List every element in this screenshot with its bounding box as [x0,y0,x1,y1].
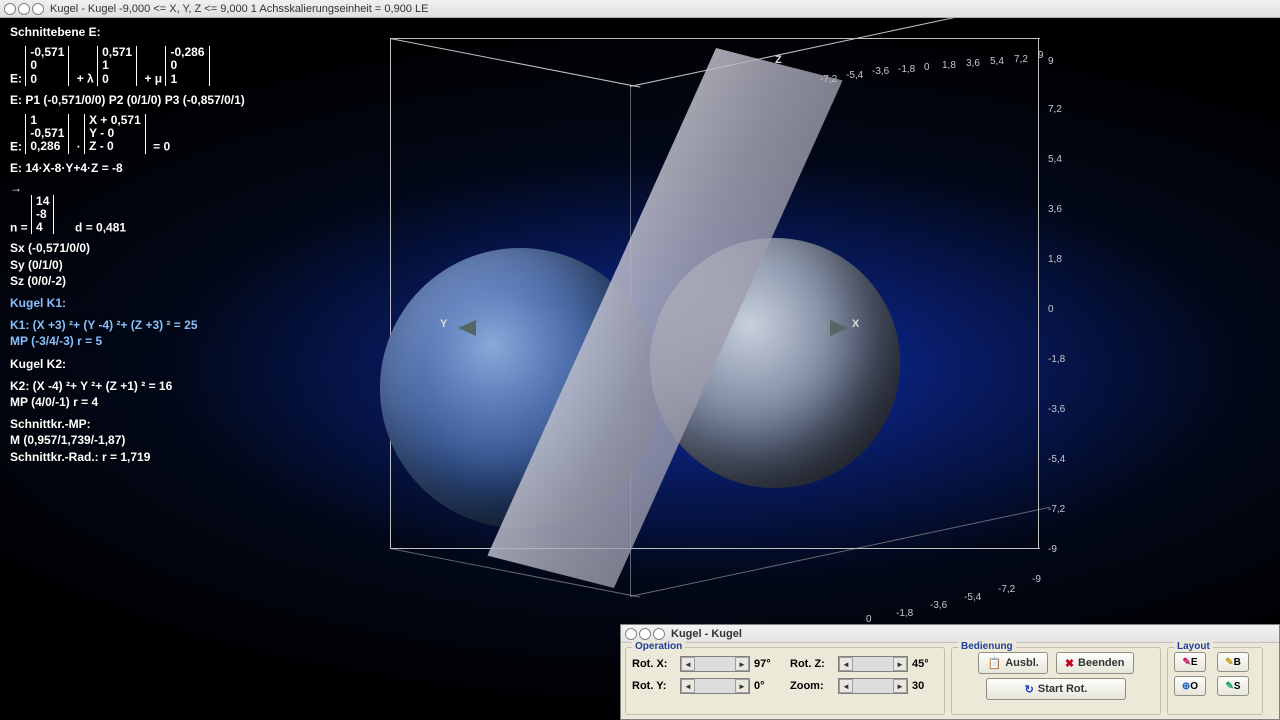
panel-button-2[interactable] [639,628,651,640]
plane-parametric: E: -0,571 0 0 + λ 0,571 1 0 + μ -0,286 0… [10,46,245,86]
normal-vector: → n = 14 -8 4 d = 0,481 [10,182,245,235]
k1-center: MP (-3/4/-3) r = 5 [10,333,245,349]
plane-normal-form: E: 1 -0,571 0,286 · X + 0,571 Y - 0 Z - … [10,114,245,154]
rotz-value: 45° [912,658,938,670]
k2-center: MP (4/0/-1) r = 4 [10,394,245,410]
intersect-mp: M (0,957/1,739/-1,87) [10,432,245,448]
sx-point: Sx (-0,571/0/0) [10,240,245,256]
refresh-icon: ↻ [1025,683,1034,696]
layout-e-button[interactable]: ✎E [1174,652,1206,672]
z-axis-label: Z [775,54,782,66]
rotx-label: Rot. X: [632,658,676,670]
sz-point: Sz (0/0/-2) [10,273,245,289]
group-bedienung: Bedienung 📋 Ausbl. ✖ Beenden ↻ [951,647,1161,715]
k2-heading: Kugel K2: [10,356,245,372]
main-titlebar: Kugel - Kugel -9,000 <= X, Y, Z <= 9,000… [0,0,1280,18]
info-overlay: Schnittebene E: E: -0,571 0 0 + λ 0,571 … [10,24,245,465]
group-bedienung-title: Bedienung [958,641,1016,652]
layout-o-button[interactable]: ⊕O [1174,676,1206,696]
window-button-2[interactable] [18,3,30,15]
control-panel: Kugel - Kugel Operation Rot. X: ◄► 97° R… [620,624,1280,720]
k1-equation: K1: (X +3) ²+ (Y -4) ²+ (Z +3) ² = 25 [10,317,245,333]
window-button-3[interactable] [32,3,44,15]
roty-label: Rot. Y: [632,680,676,692]
layout-s-button[interactable]: ✎S [1217,676,1249,696]
list-icon: 📋 [987,657,1001,670]
zoom-label: Zoom: [790,680,834,692]
x-axis-label: X [852,318,859,330]
group-layout: Layout ✎E ✎B ⊕O ✎S [1167,647,1263,715]
ausbl-button[interactable]: 📋 Ausbl. [978,652,1047,674]
group-operation: Operation Rot. X: ◄► 97° Rot. Y: ◄► 0° [625,647,945,715]
group-layout-title: Layout [1174,641,1213,652]
rotx-value: 97° [754,658,780,670]
panel-button-3[interactable] [653,628,665,640]
intersect-radius: Schnittkr.-Rad.: r = 1,719 [10,449,245,465]
plane-cartesian: E: 14·X-8·Y+4·Z = -8 [10,160,245,176]
k1-heading: Kugel K1: [10,295,245,311]
heading-schnittebene: Schnittebene E: [10,24,245,40]
zoom-scroll[interactable]: ◄► [838,678,908,694]
plane-points: E: P1 (-0,571/0/0) P2 (0/1/0) P3 (-0,857… [10,92,245,108]
sy-point: Sy (0/1/0) [10,257,245,273]
intersect-mp-heading: Schnittkr.-MP: [10,416,245,432]
viewport-3d[interactable]: X Y Z -7,2 -5,4 -3,6 -1,8 0 1,8 3,6 5,4 … [0,18,1280,720]
x-axis-arrow [830,320,848,336]
y-axis-label: Y [440,318,447,330]
panel-title: Kugel - Kugel [671,628,742,640]
rotz-scroll[interactable]: ◄► [838,656,908,672]
rotx-scroll[interactable]: ◄► [680,656,750,672]
k2-equation: K2: (X -4) ²+ Y ²+ (Z +1) ² = 16 [10,378,245,394]
layout-b-button[interactable]: ✎B [1217,652,1249,672]
beenden-button[interactable]: ✖ Beenden [1056,652,1134,674]
close-icon: ✖ [1065,657,1074,670]
rotz-label: Rot. Z: [790,658,834,670]
y-axis-arrow [458,320,476,336]
roty-scroll[interactable]: ◄► [680,678,750,694]
window-buttons [4,3,44,15]
roty-value: 0° [754,680,780,692]
group-operation-title: Operation [632,641,685,652]
start-rot-button[interactable]: ↻ Start Rot. [986,678,1126,700]
zoom-value: 30 [912,680,938,692]
panel-button-1[interactable] [625,628,637,640]
window-title: Kugel - Kugel -9,000 <= X, Y, Z <= 9,000… [50,3,428,15]
window-button-1[interactable] [4,3,16,15]
